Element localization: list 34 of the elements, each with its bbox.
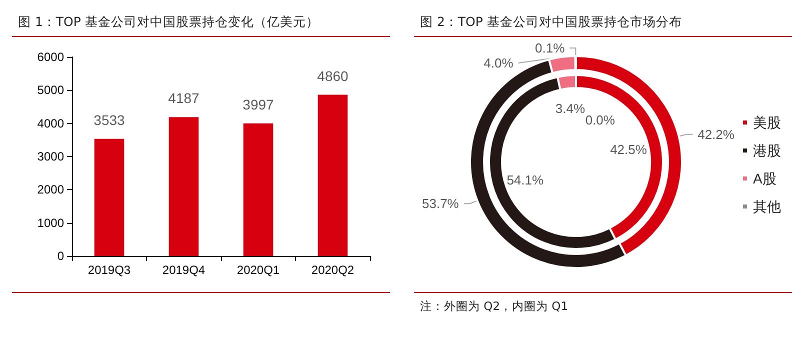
y-tick-label: 0 bbox=[57, 249, 64, 263]
bar bbox=[318, 94, 348, 256]
data-label: 53.7% bbox=[422, 196, 460, 212]
data-label: 3.4% bbox=[555, 100, 586, 116]
bar bbox=[243, 123, 274, 256]
data-label: 0.1% bbox=[535, 40, 566, 56]
chart-title: 图 2：TOP 基金公司对中国股票持仓市场分布 bbox=[414, 0, 792, 37]
legend-label: 其他 bbox=[753, 198, 781, 214]
y-tick-label: 5000 bbox=[37, 83, 64, 98]
data-label: 3997 bbox=[242, 96, 274, 112]
data-label: 4860 bbox=[317, 68, 349, 84]
x-tick-label: 2019Q4 bbox=[162, 263, 206, 277]
data-label: 54.1% bbox=[506, 172, 544, 188]
chart-title: 图 1：TOP 基金公司对中国股票持仓变化（亿美元） bbox=[12, 0, 390, 37]
data-label: 3533 bbox=[94, 112, 126, 128]
x-tick-label: 2020Q1 bbox=[236, 263, 280, 277]
data-label: 42.2% bbox=[698, 126, 735, 142]
data-label: 4.0% bbox=[484, 56, 514, 70]
text: 注：外圈为 Q2，内圈为 Q1 bbox=[414, 292, 792, 314]
x-tick-label: 2019Q3 bbox=[88, 263, 131, 277]
text: 0.0% bbox=[585, 112, 615, 128]
data-label: 42.5% bbox=[610, 142, 648, 157]
y-tick-label: 4000 bbox=[37, 116, 64, 130]
y-tick-label: 1000 bbox=[37, 216, 64, 230]
y-tick-label: 3000 bbox=[37, 150, 64, 164]
data-label: 4187 bbox=[168, 90, 200, 106]
bar bbox=[94, 138, 124, 256]
legend-label: A股 bbox=[753, 170, 776, 186]
bar bbox=[168, 117, 199, 256]
x-tick-label: 2020Q2 bbox=[311, 263, 354, 277]
legend-label: 港股 bbox=[753, 142, 781, 158]
legend-label: 美股 bbox=[753, 114, 781, 130]
y-tick-label: 2000 bbox=[37, 182, 64, 197]
y-tick-label: 6000 bbox=[37, 50, 64, 64]
